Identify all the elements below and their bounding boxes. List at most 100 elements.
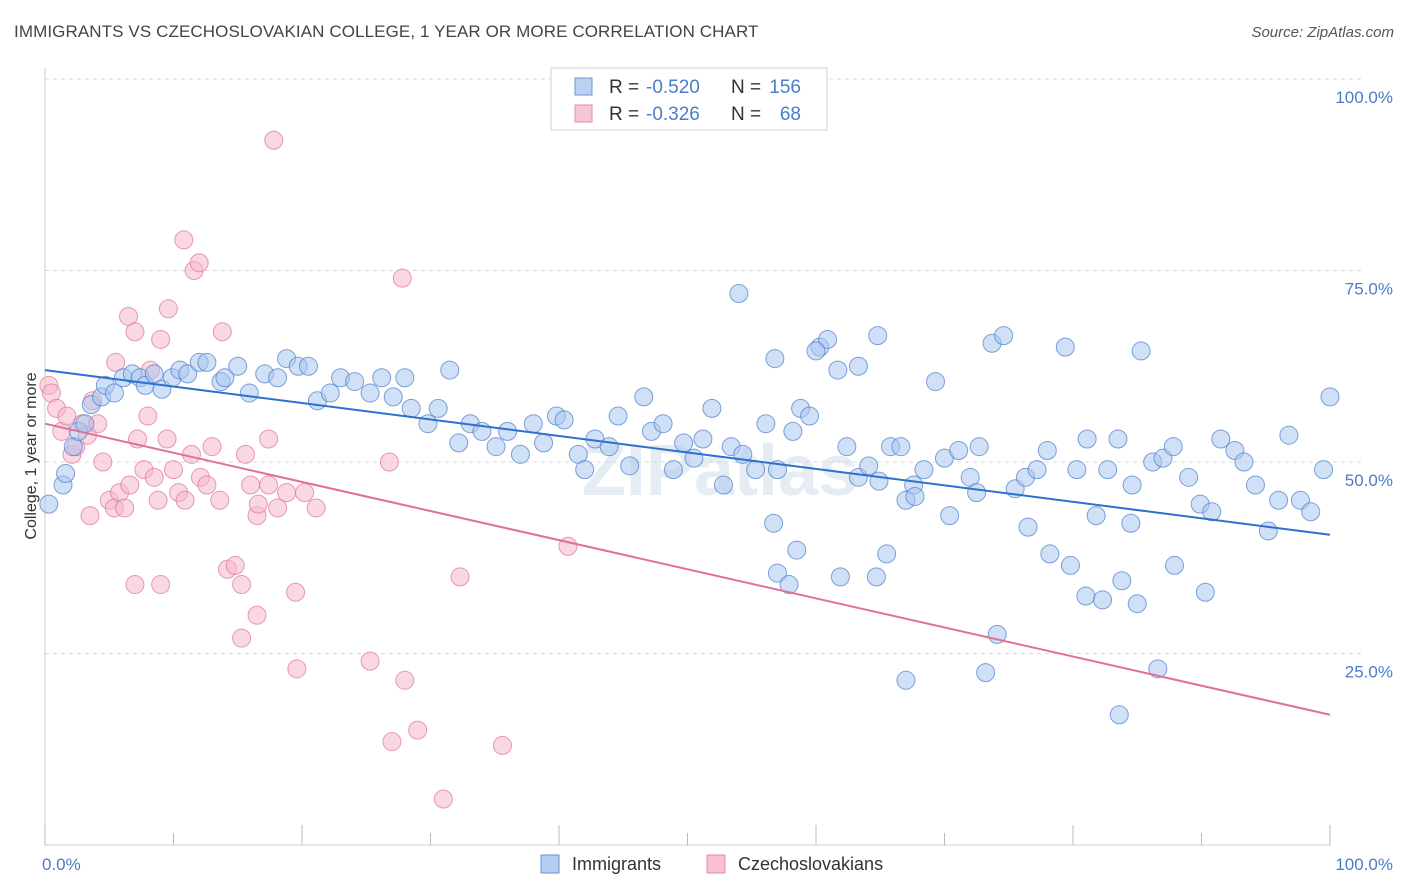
point-immigrants <box>575 460 595 480</box>
point-immigrants <box>554 410 574 430</box>
point-immigrants <box>449 433 469 453</box>
bottom-legend-czechoslovakians: Czechoslovakians <box>738 854 883 874</box>
point-immigrants <box>372 368 392 388</box>
point-czechoslovakians <box>210 490 230 510</box>
point-immigrants <box>1301 502 1321 522</box>
point-czechoslovakians <box>306 498 326 518</box>
point-czechoslovakians <box>247 605 267 625</box>
legend-r-label: R = <box>609 104 639 125</box>
point-immigrants <box>1076 586 1096 606</box>
point-immigrants <box>765 349 785 369</box>
point-immigrants <box>1098 460 1118 480</box>
point-czechoslovakians <box>433 789 453 809</box>
point-immigrants <box>779 575 799 595</box>
series-immigrants <box>39 283 1340 725</box>
point-czechoslovakians <box>392 268 412 288</box>
point-immigrants <box>783 421 803 441</box>
point-immigrants <box>1055 337 1075 357</box>
point-czechoslovakians <box>174 230 194 250</box>
point-immigrants <box>877 544 897 564</box>
point-immigrants <box>620 456 640 476</box>
point-immigrants <box>1067 460 1087 480</box>
point-immigrants <box>806 341 826 361</box>
point-immigrants <box>39 494 59 514</box>
legend-r-value: -0.326 <box>646 104 700 125</box>
point-czechoslovakians <box>80 506 100 526</box>
point-czechoslovakians <box>360 651 380 671</box>
bottom-legend-swatch-czechoslovakians <box>706 854 726 874</box>
point-czechoslovakians <box>164 460 183 480</box>
point-czechoslovakians <box>151 575 171 595</box>
point-immigrants <box>702 398 722 418</box>
point-czechoslovakians <box>286 582 306 602</box>
point-czechoslovakians <box>450 567 470 587</box>
point-czechoslovakians <box>202 437 222 457</box>
point-czechoslovakians <box>241 475 261 495</box>
point-czechoslovakians <box>125 575 145 595</box>
point-immigrants <box>869 471 889 491</box>
point-immigrants <box>663 460 683 480</box>
point-immigrants <box>1086 506 1106 526</box>
point-immigrants <box>1269 490 1289 510</box>
point-immigrants <box>1093 590 1113 610</box>
point-immigrants <box>800 406 820 426</box>
point-czechoslovakians <box>259 429 279 449</box>
point-immigrants <box>837 437 857 457</box>
legend-r-value: -0.520 <box>646 77 700 98</box>
point-immigrants <box>1077 429 1097 449</box>
bottom-legend: Immigrants Czechoslovakians <box>540 854 883 874</box>
point-czechoslovakians <box>93 452 113 472</box>
point-immigrants <box>395 368 415 388</box>
y-tick-label: 100.0% <box>1335 88 1393 107</box>
point-czechoslovakians <box>382 732 402 752</box>
point-immigrants <box>1018 517 1038 537</box>
point-immigrants <box>1040 544 1060 564</box>
point-immigrants <box>239 383 259 403</box>
point-czechoslovakians <box>57 406 77 426</box>
point-immigrants <box>756 414 776 434</box>
point-immigrants <box>940 506 960 526</box>
point-immigrants <box>1195 582 1215 602</box>
point-immigrants <box>764 513 784 533</box>
point-immigrants <box>976 663 996 683</box>
point-czechoslovakians <box>181 444 201 464</box>
point-immigrants <box>608 406 628 426</box>
point-immigrants <box>1179 467 1199 487</box>
point-immigrants <box>693 429 713 449</box>
point-czechoslovakians <box>264 130 284 150</box>
point-immigrants <box>104 383 124 403</box>
point-czechoslovakians <box>189 253 209 273</box>
point-immigrants <box>868 326 888 346</box>
point-immigrants <box>144 364 164 384</box>
point-czechoslovakians <box>125 322 145 342</box>
point-czechoslovakians <box>120 475 140 495</box>
chart-source: Source: ZipAtlas.com <box>1251 24 1394 41</box>
legend-n-label: N = <box>731 77 761 98</box>
point-immigrants <box>56 463 76 483</box>
y-tick-label: 75.0% <box>1345 280 1393 299</box>
point-immigrants <box>674 433 694 453</box>
point-czechoslovakians <box>157 429 177 449</box>
point-immigrants <box>486 437 506 457</box>
y-axis-label: College, 1 year or more <box>23 372 40 539</box>
point-immigrants <box>1245 475 1265 495</box>
point-immigrants <box>1234 452 1254 472</box>
point-czechoslovakians <box>379 452 399 472</box>
point-immigrants <box>1112 571 1132 591</box>
legend-n-label: N = <box>731 104 761 125</box>
point-czechoslovakians <box>148 490 168 510</box>
point-czechoslovakians <box>138 406 158 426</box>
point-immigrants <box>298 356 318 376</box>
point-immigrants <box>228 356 248 376</box>
point-immigrants <box>787 540 807 560</box>
point-immigrants <box>523 414 543 434</box>
x-tick-label: 100.0% <box>1335 855 1393 874</box>
point-czechoslovakians <box>295 483 315 503</box>
x-tick-label: 0.0% <box>42 855 81 874</box>
point-immigrants <box>75 414 95 434</box>
point-immigrants <box>1148 659 1168 679</box>
point-immigrants <box>818 329 838 349</box>
point-czechoslovakians <box>268 498 288 518</box>
point-immigrants <box>1163 437 1183 457</box>
